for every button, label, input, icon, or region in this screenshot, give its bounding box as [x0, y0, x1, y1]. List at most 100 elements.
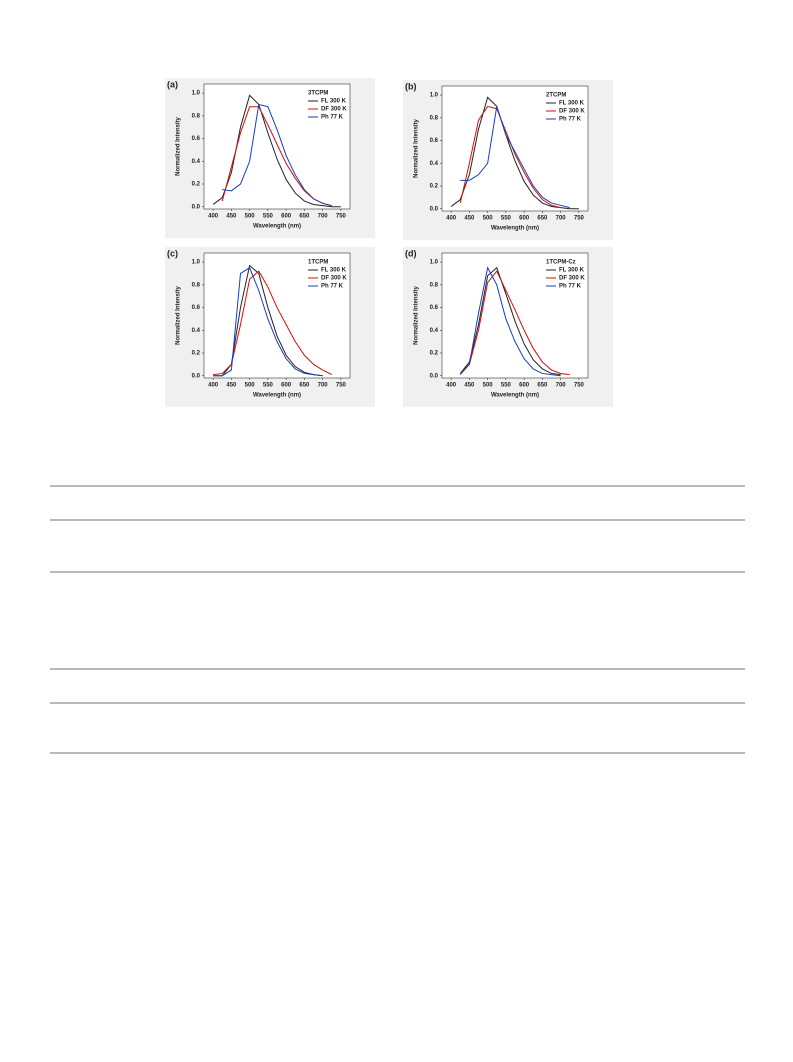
legend-label: DF 300 K [559, 276, 585, 282]
legend-title: 2TCPM [546, 93, 566, 99]
plot-frame [203, 83, 351, 210]
x-tick-label: 600 [281, 383, 292, 389]
legend-label: DF 300 K [321, 276, 347, 282]
y-axis-label: Normalized Intensity [414, 119, 420, 178]
chart-panel: 400 450 500 550 600 650 700 750 0.0 0.2 0.4 0.6 0.8 1… [165, 78, 375, 238]
panel-label: (b) [405, 81, 417, 91]
x-tick-label: 650 [299, 383, 310, 389]
legend-label: DF 300 K [559, 109, 585, 115]
x-tick-label: 400 [208, 383, 219, 389]
y-tick-label: 0.8 [192, 113, 201, 119]
y-tick-label: 0.0 [192, 373, 201, 379]
x-tick-label: 400 [446, 383, 457, 389]
legend-label: FL 300 K [559, 268, 585, 274]
x-tick-label: 650 [537, 216, 548, 222]
plot-frame [441, 252, 589, 379]
y-axis-label: Normalized Intensity [414, 286, 420, 345]
legend-title: 1TCPM [308, 260, 328, 266]
x-axis-label: Wavelength (nm) [491, 226, 539, 232]
y-tick-label: 0.8 [430, 282, 439, 288]
y-tick-label: 0.4 [192, 328, 201, 334]
y-tick-label: 0.2 [430, 184, 439, 190]
y-tick-label: 0.6 [192, 136, 201, 142]
y-tick-label: 0.8 [192, 282, 201, 288]
y-tick-label: 0.6 [192, 305, 201, 311]
legend-title: 3TCPM [308, 91, 328, 97]
x-tick-label: 500 [245, 383, 256, 389]
series-line [459, 270, 570, 376]
y-tick-label: 0.2 [192, 351, 201, 357]
series-line [459, 266, 561, 376]
x-tick-label: 400 [446, 216, 457, 222]
y-tick-label: 1.0 [192, 91, 201, 97]
plot-frame [441, 85, 589, 212]
legend-label: FL 300 K [321, 268, 347, 274]
x-tick-label: 700 [318, 383, 329, 389]
legend-label: Ph 77 K [559, 284, 582, 290]
x-tick-label: 450 [226, 214, 237, 220]
x-tick-label: 450 [226, 383, 237, 389]
y-tick-label: 1.0 [192, 260, 201, 266]
x-tick-label: 450 [464, 216, 475, 222]
x-tick-label: 450 [464, 383, 475, 389]
chart-panel: 400 450 500 550 600 650 700 750 0.0 0.2 0.4 0.6 0.8 1… [403, 247, 613, 407]
x-tick-label: 500 [483, 383, 494, 389]
series-line [213, 267, 323, 377]
x-tick-label: 500 [245, 214, 256, 220]
y-axis-label: Normalized Intensity [176, 117, 182, 176]
table-rules [50, 485, 745, 754]
x-tick-label: 500 [483, 216, 494, 222]
chart-panel: 400 450 500 550 600 650 700 750 0.0 0.2 0.4 0.6 0.8 1… [403, 80, 613, 240]
legend-label: Ph 77 K [559, 117, 582, 123]
x-tick-label: 700 [556, 216, 567, 222]
y-tick-label: 0.2 [192, 182, 201, 188]
x-tick-label: 750 [336, 383, 347, 389]
x-axis-label: Wavelength (nm) [491, 393, 539, 399]
x-tick-label: 600 [519, 383, 530, 389]
legend-label: FL 300 K [321, 99, 347, 105]
x-tick-label: 750 [574, 383, 585, 389]
x-tick-label: 650 [537, 383, 548, 389]
x-tick-label: 550 [501, 216, 512, 222]
panel-label: (a) [167, 79, 178, 89]
y-axis-label: Normalized Intensity [176, 286, 182, 345]
y-tick-label: 0.6 [430, 305, 439, 311]
x-tick-label: 550 [501, 383, 512, 389]
y-tick-label: 0.0 [430, 373, 439, 379]
panel-label: (c) [167, 248, 178, 258]
x-tick-label: 600 [519, 216, 530, 222]
legend-label: DF 300 K [321, 107, 347, 113]
x-axis-label: Wavelength (nm) [253, 224, 301, 230]
y-tick-label: 0.8 [430, 115, 439, 121]
x-tick-label: 700 [556, 383, 567, 389]
plot-frame [203, 252, 351, 379]
legend-title: 1TCPM-Cz [546, 260, 576, 266]
y-tick-label: 0.0 [430, 206, 439, 212]
legend-label: Ph 77 K [321, 115, 344, 121]
y-tick-label: 0.4 [192, 159, 201, 165]
legend-label: Ph 77 K [321, 284, 344, 290]
chart-panel: 400 450 500 550 600 650 700 750 0.0 0.2 0.4 0.6 0.8 1… [165, 247, 375, 407]
series-line [222, 103, 332, 207]
y-tick-label: 0.4 [430, 328, 439, 334]
legend-label: FL 300 K [559, 101, 585, 107]
x-tick-label: 700 [318, 214, 329, 220]
x-tick-label: 650 [299, 214, 310, 220]
x-tick-label: 550 [263, 383, 274, 389]
y-tick-label: 0.2 [430, 351, 439, 357]
x-axis-label: Wavelength (nm) [253, 393, 301, 399]
x-tick-label: 750 [336, 214, 347, 220]
x-tick-label: 600 [281, 214, 292, 220]
y-tick-label: 0.4 [430, 161, 439, 167]
series-line [460, 106, 570, 209]
x-tick-label: 400 [208, 214, 219, 220]
panel-label: (d) [405, 248, 417, 258]
x-tick-label: 550 [263, 214, 274, 220]
x-tick-label: 750 [574, 216, 585, 222]
series-line [459, 266, 561, 377]
y-tick-label: 1.0 [430, 93, 439, 99]
y-tick-label: 0.0 [192, 204, 201, 210]
y-tick-label: 0.6 [430, 138, 439, 144]
y-tick-label: 1.0 [430, 260, 439, 266]
